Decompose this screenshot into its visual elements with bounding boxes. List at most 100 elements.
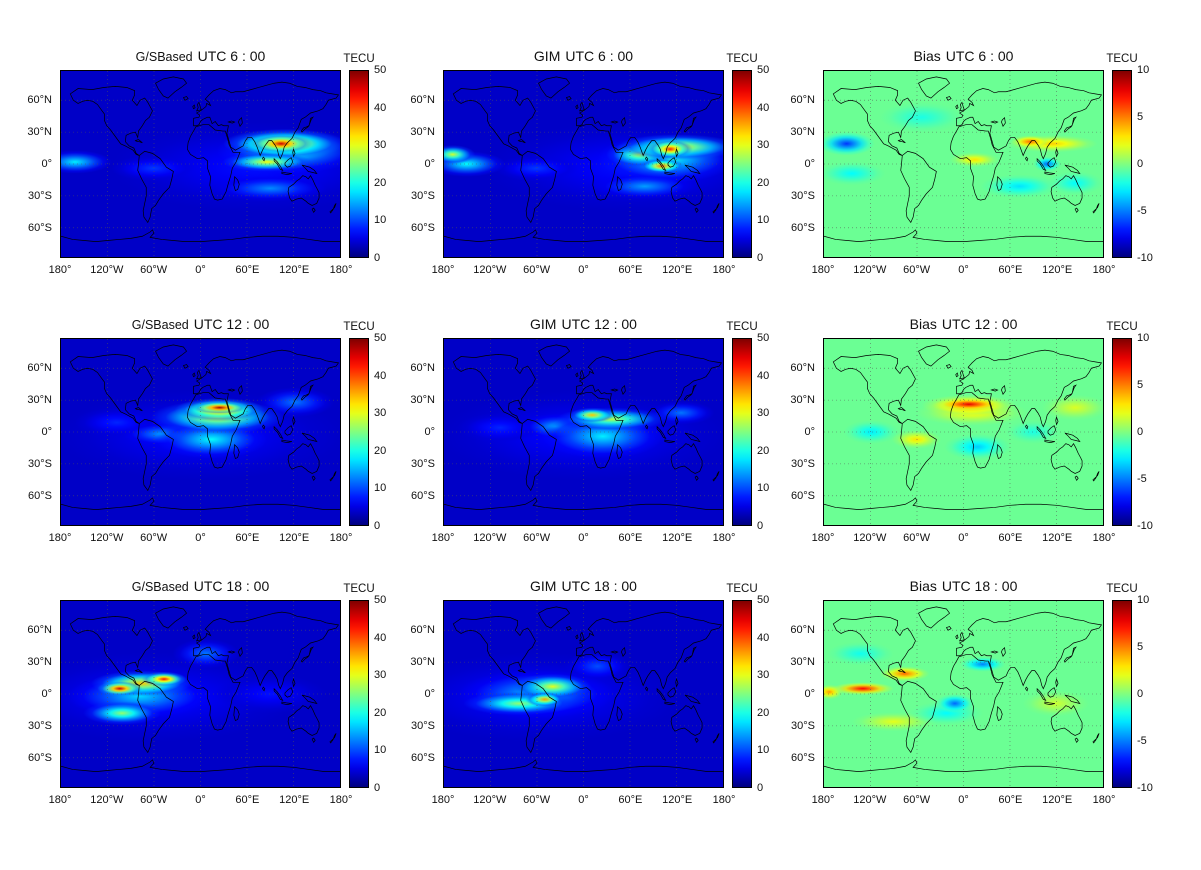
y-axis-tick-label: 30°N [27, 655, 52, 668]
colorbar-tick-label: -10 [1137, 782, 1153, 794]
x-axis-tick-label: 180° [1092, 794, 1116, 806]
colorbar-tick-label: 20 [757, 176, 770, 189]
x-axis-tick-label: 180° [712, 532, 736, 544]
colorbar [732, 600, 752, 788]
y-axis-tick-label: 30°S [411, 190, 435, 203]
y-axis-tick-label: 60°S [791, 752, 815, 765]
y-axis-tick-label: 60°N [790, 93, 815, 106]
panel-title-model: GIM [530, 578, 557, 594]
y-axis-tick-label: 0° [41, 688, 52, 700]
colorbar-tick-label: 20 [757, 444, 770, 457]
y-axis-tick-label: 60°S [791, 222, 815, 235]
colorbar [732, 70, 752, 258]
y-axis-tick-label: 30°S [791, 190, 815, 203]
colorbar [349, 600, 369, 788]
coastlines-graticule-overlay [824, 71, 1103, 257]
x-axis-tick-label: 120°W [90, 532, 124, 544]
panel-title-model: Bias [909, 578, 937, 594]
colorbar-unit-label: TECU [1106, 583, 1138, 595]
x-axis-tick-label: 180° [811, 532, 835, 544]
panel-title-model: G/SBased [131, 580, 189, 594]
panel-title-time: UTC 12 : 00 [193, 316, 270, 332]
y-axis-tick-label: 30°N [790, 655, 815, 668]
y-axis-tick-label: 60°S [411, 490, 435, 503]
colorbar-tick-label: -10 [1137, 520, 1153, 532]
y-axis-tick-label: 30°N [790, 125, 815, 138]
panel-title: G/SBased UTC 18 : 00 [60, 578, 341, 594]
colorbar-tick-label: 40 [757, 101, 770, 114]
colorbar-tick-label: 50 [374, 594, 387, 606]
colorbar-tick-label: 30 [757, 407, 770, 420]
y-axis-tick-label: 60°N [790, 361, 815, 374]
x-axis-tick-label: 120°W [473, 794, 507, 806]
colorbar-tick-label: 50 [757, 332, 770, 344]
colorbar-tick-label: 0 [1137, 158, 1144, 170]
x-axis-tick-label: 120°W [473, 532, 507, 544]
x-axis-tick-label: 0° [578, 264, 589, 276]
x-axis-tick-label: 0° [958, 532, 969, 544]
coastlines-graticule-overlay [824, 339, 1103, 525]
y-axis-tick-label: 0° [41, 426, 52, 438]
map-plot [60, 338, 341, 526]
x-axis-tick-label: 120°E [1042, 794, 1073, 806]
colorbar-tick-label: -10 [1137, 252, 1153, 264]
x-axis-tick-label: 180° [431, 532, 455, 544]
y-axis-tick-label: 60°N [27, 93, 52, 106]
x-axis-tick-label: 120°E [1042, 532, 1073, 544]
map-plot [823, 70, 1104, 258]
x-axis-tick-label: 60°E [235, 532, 260, 544]
colorbar-tick-label: 30 [374, 407, 387, 420]
colorbar-tick-label: 40 [757, 631, 770, 644]
x-axis-tick-label: 120°E [662, 264, 693, 276]
x-axis-tick-label: 60°W [903, 264, 931, 276]
x-axis-tick-label: 120°W [853, 264, 887, 276]
colorbar-tick-label: -5 [1137, 473, 1147, 485]
x-axis-tick-label: 60°W [140, 794, 168, 806]
y-axis-tick-label: 0° [41, 158, 52, 170]
x-axis-tick-label: 60°W [903, 794, 931, 806]
colorbar-unit-label: TECU [726, 583, 758, 595]
map-plot [823, 338, 1104, 526]
y-axis-tick-label: 60°N [790, 623, 815, 636]
panel-title-model: G/SBased [135, 50, 193, 64]
x-axis-tick-label: 0° [958, 264, 969, 276]
panel-title-time: UTC 18 : 00 [561, 578, 637, 594]
panel-title: GIM UTC 6 : 00 [443, 48, 724, 64]
panel-title-model: Bias [913, 48, 941, 64]
map-plot [443, 70, 724, 258]
y-axis-tick-label: 60°N [410, 93, 435, 106]
x-axis-tick-label: 60°W [903, 532, 931, 544]
colorbar-tick-label: 0 [374, 252, 381, 264]
colorbar [349, 70, 369, 258]
colorbar-unit-label: TECU [726, 321, 758, 333]
x-axis-tick-label: 0° [578, 532, 589, 544]
y-axis-tick-label: 0° [804, 158, 815, 170]
x-axis-tick-label: 120°E [279, 794, 310, 806]
x-axis-tick-label: 180° [329, 532, 353, 544]
panel-title-model: Bias [909, 316, 937, 332]
y-axis-tick-label: 60°S [411, 222, 435, 235]
x-axis-tick-label: 60°W [140, 532, 168, 544]
colorbar-tick-label: -5 [1137, 205, 1147, 217]
x-axis-tick-label: 180° [712, 264, 736, 276]
x-axis-tick-label: 180° [811, 794, 835, 806]
colorbar-unit-label: TECU [1106, 53, 1138, 65]
x-axis-tick-label: 180° [1092, 264, 1116, 276]
panel-title-time: UTC 18 : 00 [193, 578, 270, 594]
map-plot [443, 338, 724, 526]
x-axis-tick-label: 60°W [523, 264, 551, 276]
y-axis-tick-label: 30°S [28, 720, 52, 733]
y-axis-tick-label: 30°N [27, 125, 52, 138]
x-axis-tick-label: 180° [48, 532, 72, 544]
y-axis-tick-label: 60°S [791, 490, 815, 503]
x-axis-tick-label: 0° [195, 532, 206, 544]
colorbar-tick-label: 20 [757, 706, 770, 719]
colorbar-tick-label: 0 [757, 520, 764, 532]
panel-title-time: UTC 18 : 00 [941, 578, 1018, 594]
coastlines-graticule-overlay [444, 601, 723, 787]
x-axis-tick-label: 120°E [279, 264, 310, 276]
x-axis-tick-label: 180° [329, 794, 353, 806]
x-axis-tick-label: 0° [195, 794, 206, 806]
y-axis-tick-label: 0° [424, 158, 435, 170]
panel-title: Bias UTC 18 : 00 [823, 578, 1104, 594]
